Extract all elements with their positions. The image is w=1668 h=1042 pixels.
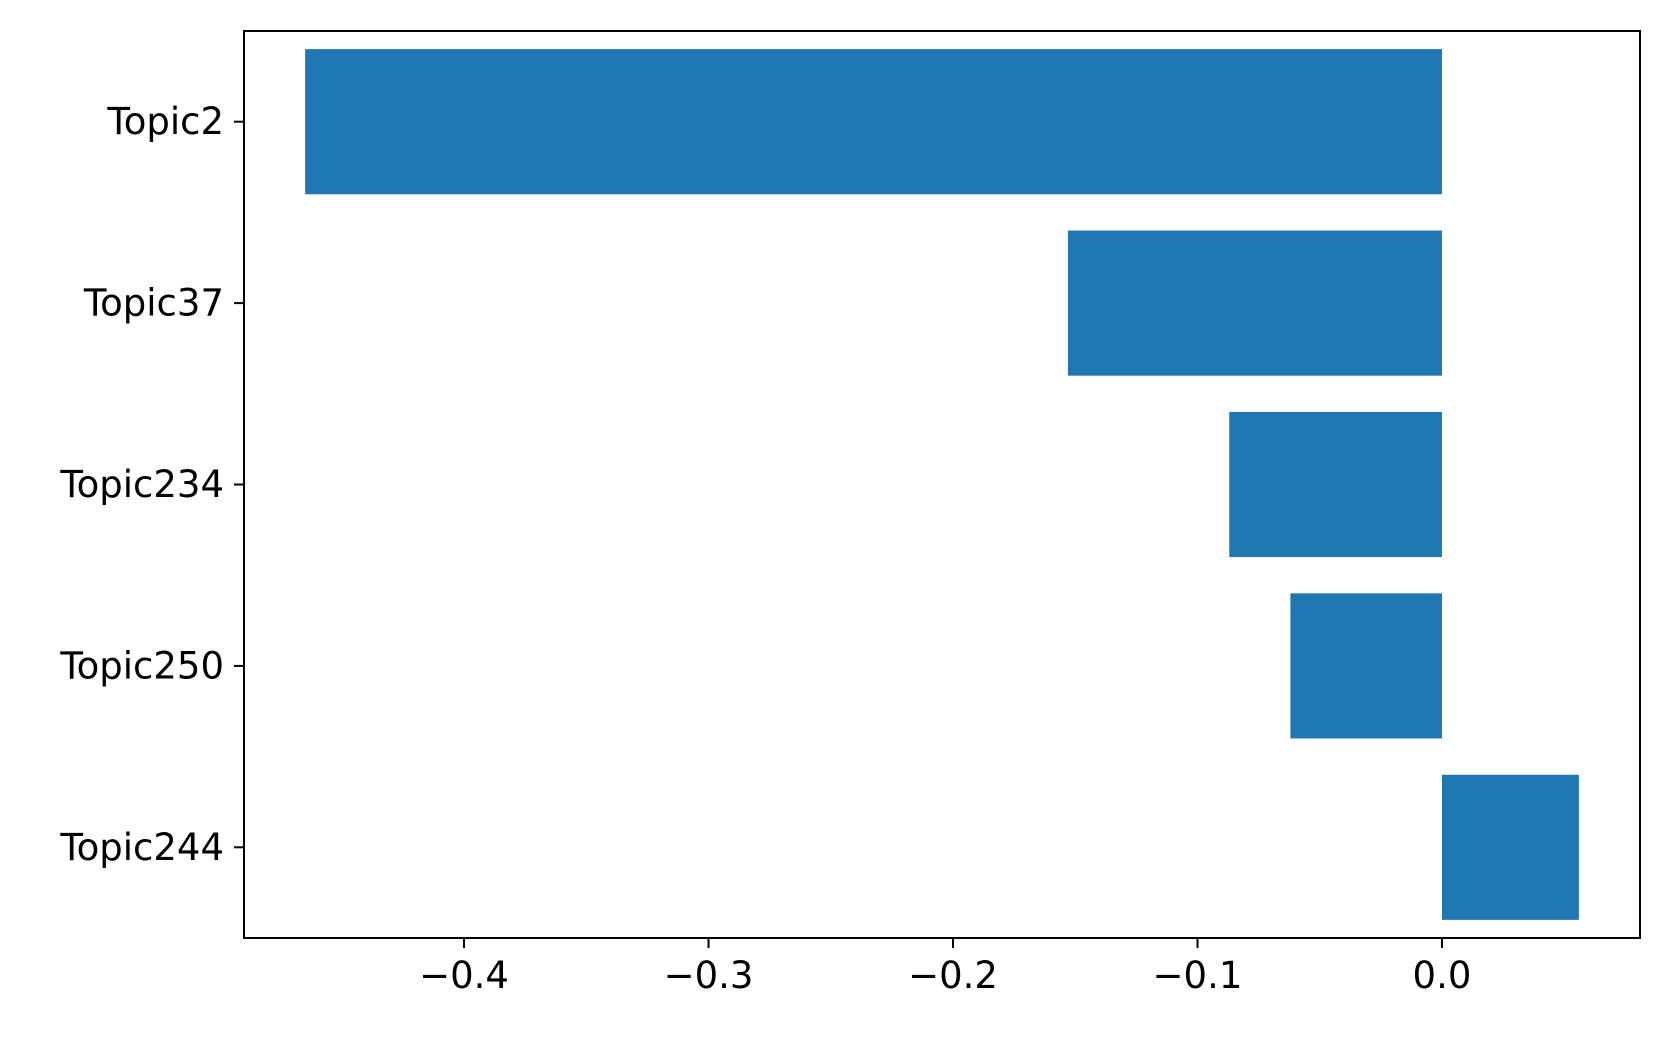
bars-layer — [305, 49, 1579, 920]
bar-topic250 — [1290, 593, 1442, 739]
y-tick-label: Topic2 — [106, 100, 224, 143]
y-tick-label: Topic234 — [59, 463, 224, 506]
bar-topic234 — [1229, 411, 1442, 558]
x-tick-label: −0.3 — [664, 954, 754, 997]
y-tick-label: Topic37 — [83, 282, 224, 325]
bar-topic37 — [1067, 230, 1442, 376]
bar-topic244 — [1441, 774, 1579, 920]
x-tick-label: −0.2 — [908, 954, 998, 997]
bar-topic2 — [305, 49, 1442, 195]
x-tick-label: −0.1 — [1153, 954, 1243, 997]
y-tick-label: Topic250 — [59, 644, 224, 687]
y-tick-label: Topic244 — [59, 826, 224, 869]
axes-layer: Topic2 Topic37 Topic234 Topic250 Topic244 −0.… — [59, 30, 1641, 997]
x-tick-label: 0.0 — [1413, 954, 1472, 997]
x-tick-label: −0.4 — [419, 954, 509, 997]
